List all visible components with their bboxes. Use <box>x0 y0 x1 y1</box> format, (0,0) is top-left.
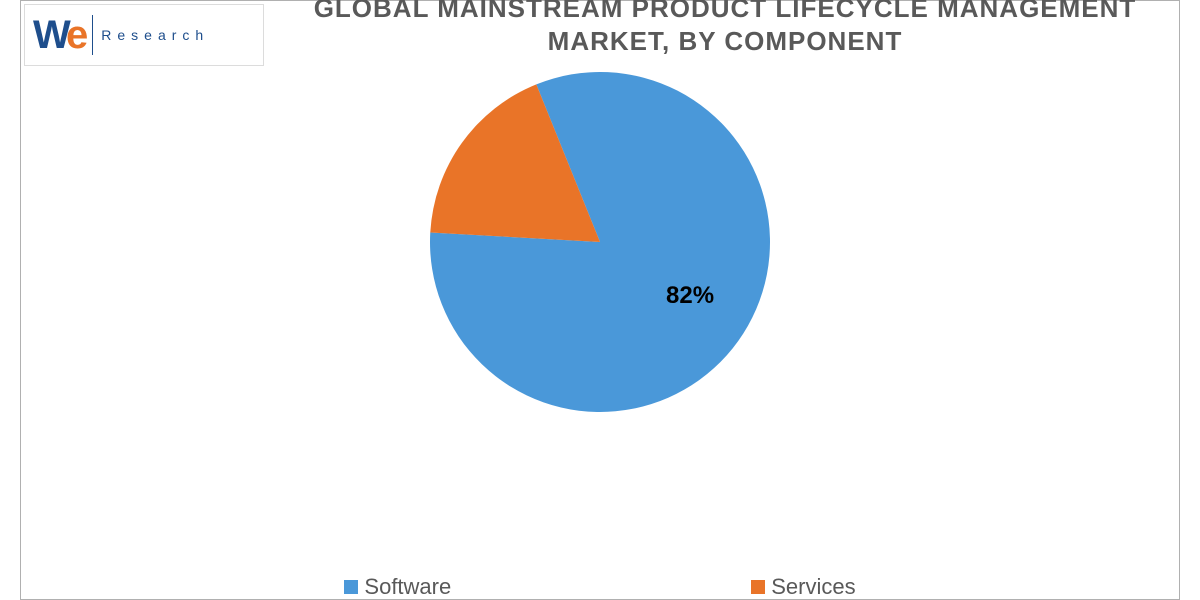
legend-swatch-services <box>751 580 765 594</box>
legend: Software Services <box>0 574 1200 600</box>
logo-mark-right: e <box>66 13 84 57</box>
logo-mark-left: W <box>33 13 66 57</box>
chart-title-line1: GLOBAL MAINSTREAM PRODUCT LIFECYCLE MANA… <box>314 0 1137 23</box>
logo-mark: We <box>33 15 84 55</box>
chart-title-line2: MARKET, BY COMPONENT <box>548 26 903 56</box>
legend-swatch-software <box>344 580 358 594</box>
pie-value-label-software: 82% <box>666 282 714 310</box>
logo-divider <box>92 15 93 55</box>
legend-item-services: Services <box>751 574 855 600</box>
legend-label-software: Software <box>364 574 451 600</box>
pie-chart: 82% <box>430 72 770 412</box>
pie-svg <box>430 72 770 412</box>
chart-title: GLOBAL MAINSTREAM PRODUCT LIFECYCLE MANA… <box>270 0 1180 57</box>
brand-logo: We Research <box>24 4 264 66</box>
logo-subtext: Research <box>101 27 209 43</box>
legend-label-services: Services <box>771 574 855 600</box>
legend-item-software: Software <box>344 574 451 600</box>
